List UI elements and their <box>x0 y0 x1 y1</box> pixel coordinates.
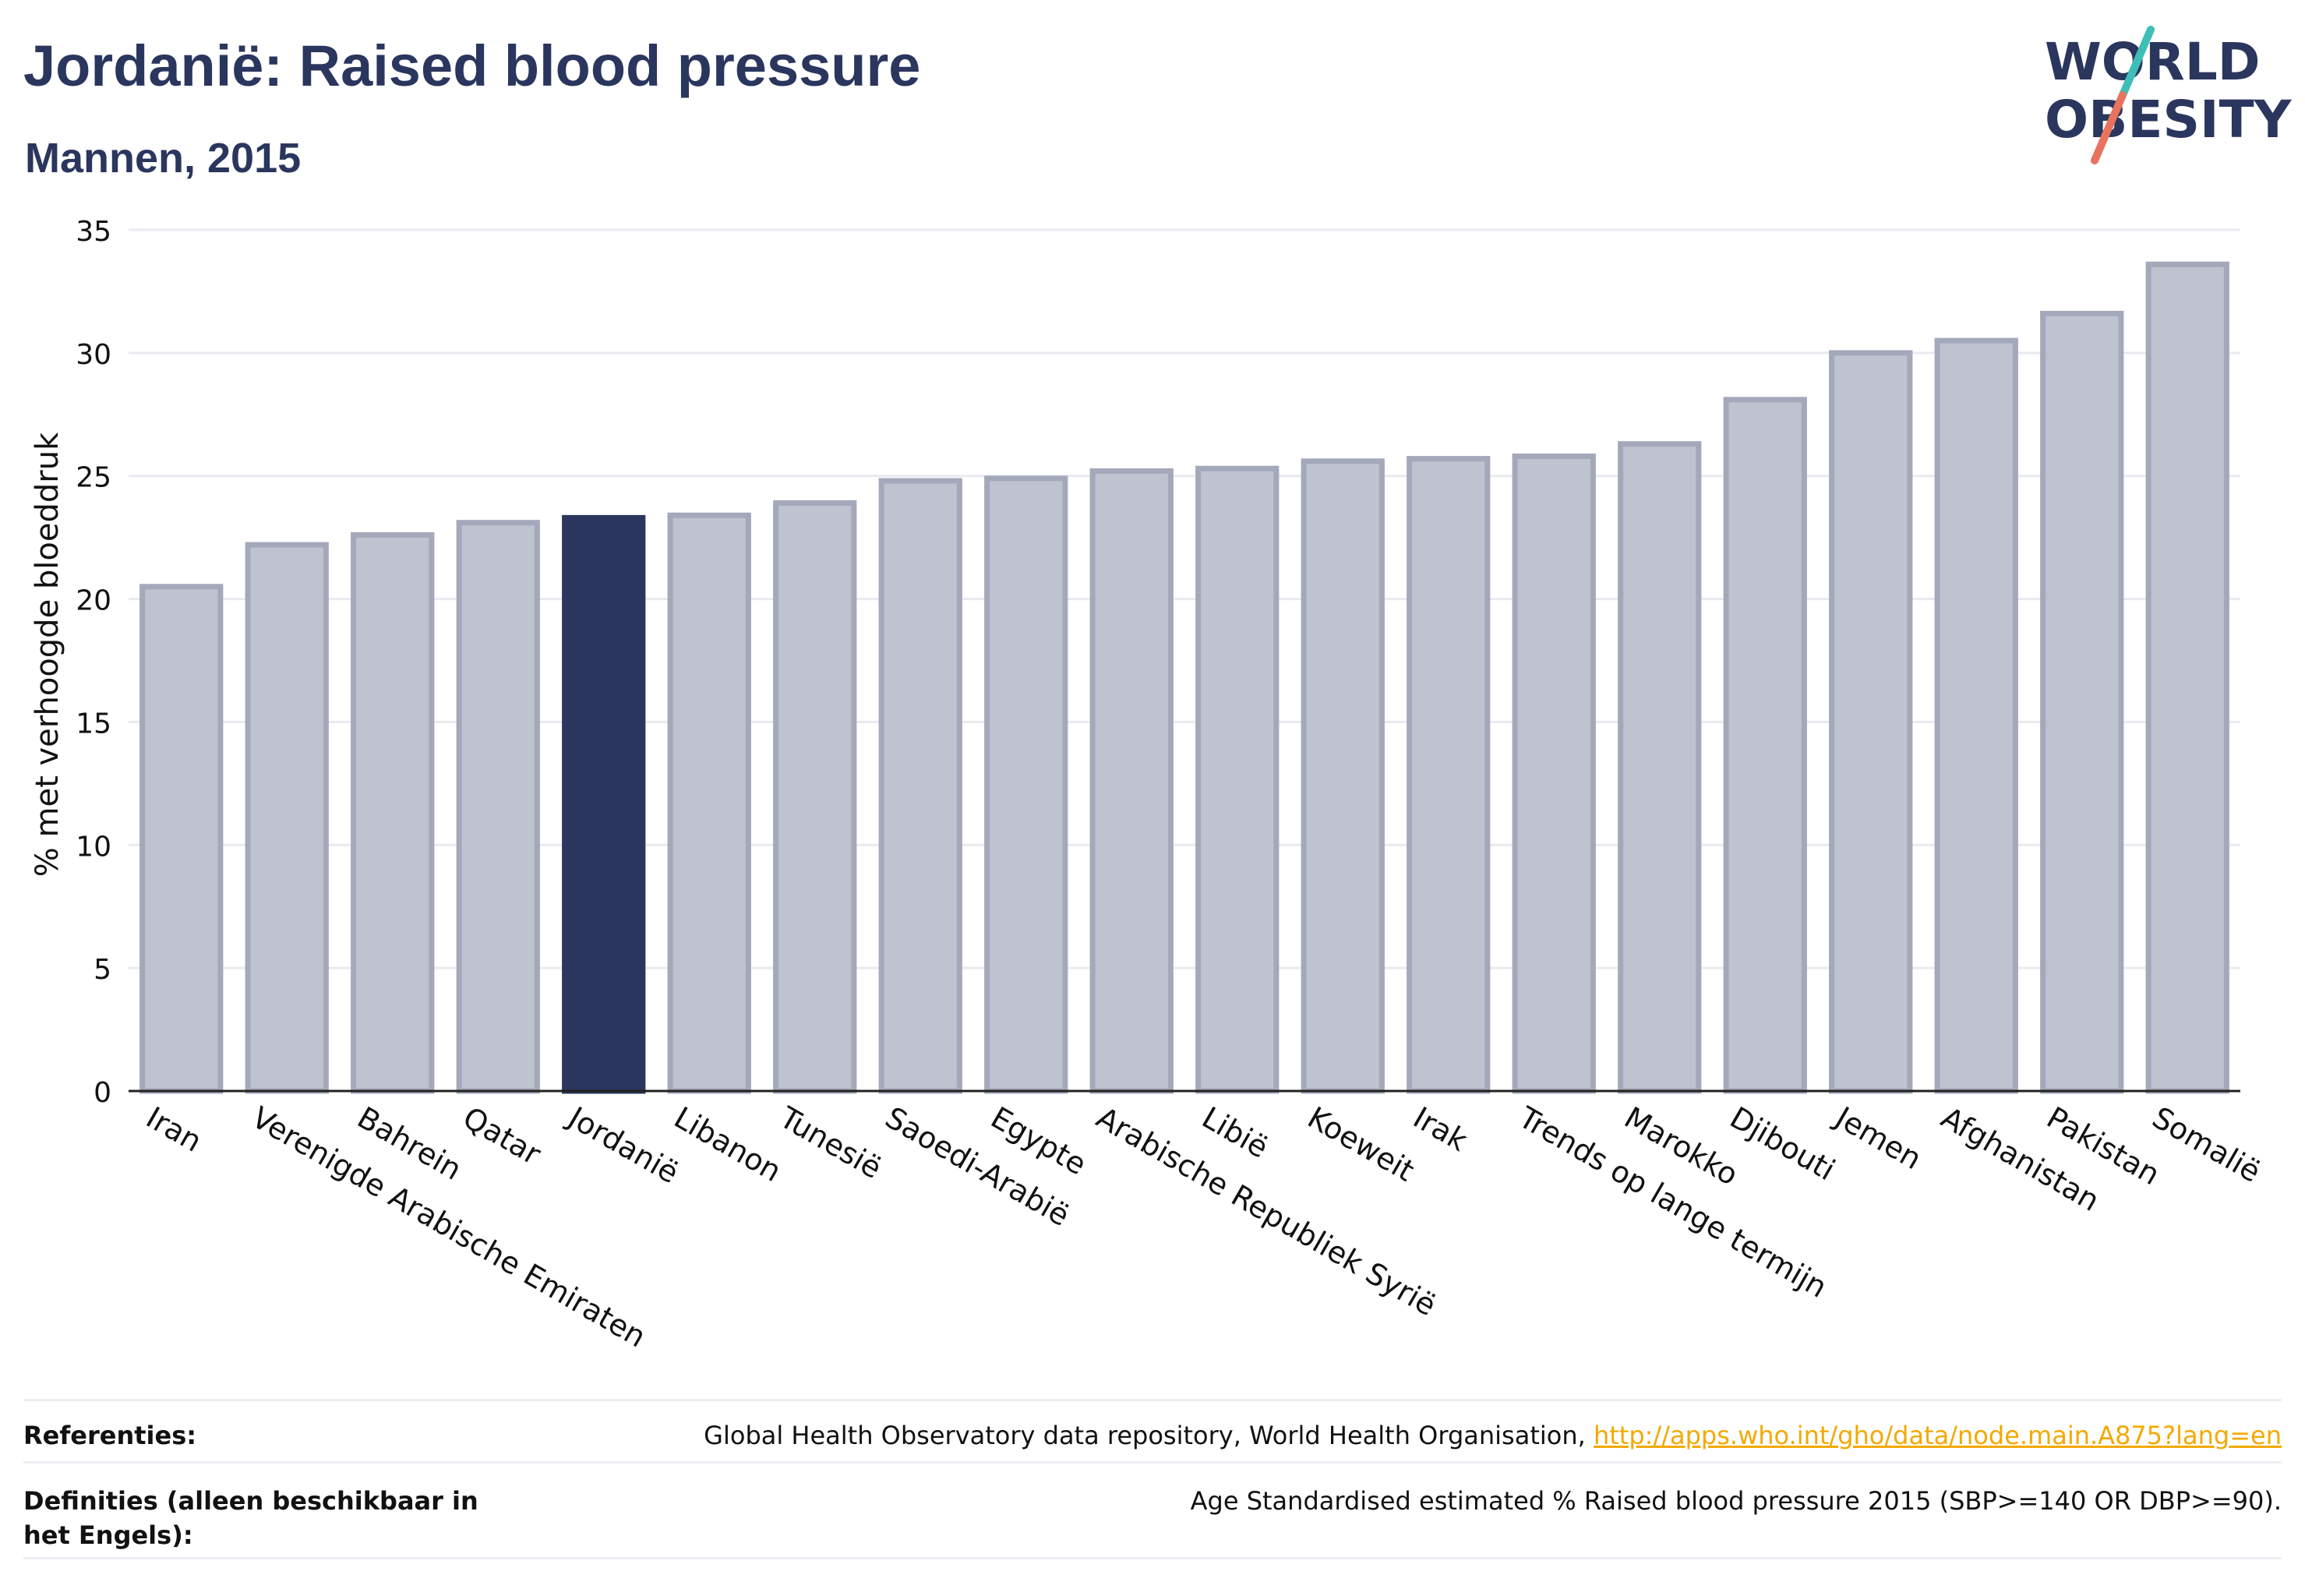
bar-saoedi-arabi- <box>878 478 962 1094</box>
bar-afghanistan <box>1934 337 2018 1094</box>
x-tick-labels: Iran Verenigde Arabische EmiratenBahreinQ… <box>140 1100 2266 1354</box>
bar-irak <box>1407 456 1491 1094</box>
x-tick-label: Irak <box>1407 1100 1473 1158</box>
x-tick-label: Tunesië <box>773 1100 887 1185</box>
y-tick-labels: 0 5 10 15 20 25 30 35 <box>76 216 111 1109</box>
references-link[interactable]: http://apps.who.int/gho/data/node.main.A… <box>1593 1421 2282 1450</box>
chart-title: Jordanië: Raised blood pressure <box>23 34 921 98</box>
x-tick-label: Djibouti <box>1724 1100 1841 1188</box>
y-tick-label: 10 <box>76 831 111 863</box>
bar-marokko <box>1618 441 1702 1094</box>
logo-slash-teal <box>2119 26 2155 99</box>
references-label: Referenties: <box>23 1421 197 1450</box>
logo-slash-coral <box>2091 91 2127 164</box>
bar-koeweit <box>1301 458 1385 1094</box>
bar-trends-op-lange-termijn <box>1512 453 1596 1094</box>
bar-somali- <box>2145 261 2229 1094</box>
bar-verenigde-arabische-emiraten <box>245 542 329 1094</box>
x-tick-label: Jemen <box>1829 1100 1928 1177</box>
x-tick-label: Libië <box>1196 1100 1274 1165</box>
bar-arabische-republiek-syri- <box>1089 468 1174 1094</box>
references-value: Global Health Observatory data repositor… <box>704 1418 2282 1453</box>
logo-line-world: WORLD <box>2045 32 2261 92</box>
bar-libanon <box>667 512 751 1094</box>
y-tick-label: 20 <box>76 585 111 617</box>
y-axis-label: % met verhoogde bloeddruk <box>30 432 65 877</box>
x-tick-label: Libanon <box>669 1100 787 1188</box>
y-tick-label: 0 <box>94 1077 111 1109</box>
x-tick-label: Somalië <box>2147 1100 2267 1189</box>
y-tick-label: 30 <box>76 339 111 371</box>
bar-pakistan <box>2040 310 2124 1094</box>
x-tick-label: Qatar <box>457 1100 547 1172</box>
definitions-value: Age Standardised estimated % Raised bloo… <box>1190 1486 2282 1516</box>
y-tick-label: 25 <box>76 462 111 494</box>
bar-djibouti <box>1723 397 1807 1094</box>
y-tick-label: 35 <box>76 216 111 248</box>
bar-tunesi- <box>773 500 857 1094</box>
world-obesity-logo: WORLD OBESITY <box>2045 26 2293 164</box>
bar-bahrein <box>351 531 435 1094</box>
bar-iran <box>139 584 224 1094</box>
x-tick-label: Koeweit <box>1302 1100 1421 1188</box>
grid-lines <box>129 228 2240 969</box>
x-tick-label: Saoedi-Arabië <box>880 1100 1075 1233</box>
references-text: Global Health Observatory data repositor… <box>704 1421 1594 1450</box>
references-row: Referenties: Global Health Observatory d… <box>23 1399 2282 1461</box>
bar-qatar <box>456 520 540 1094</box>
logo-line-obesity: OBESITY <box>2045 90 2293 150</box>
y-tick-label: 15 <box>76 708 111 740</box>
definitions-row: Definities (alleen beschikbaar in het En… <box>23 1461 2282 1559</box>
bar-chart: 0 5 10 15 20 25 30 35 Iran Verenigde Arabische E… <box>30 216 2267 1354</box>
x-tick-label: Jordanië <box>562 1100 685 1191</box>
chart-subtitle: Mannen, 2015 <box>25 135 302 182</box>
bar-jemen <box>1829 350 1913 1094</box>
bars <box>139 261 2229 1094</box>
y-tick-label: 5 <box>94 954 111 986</box>
footer-table: Referenties: Global Health Observatory d… <box>23 1399 2282 1559</box>
bar-egypte <box>984 475 1068 1094</box>
definitions-label: Definities (alleen beschikbaar in het En… <box>23 1486 478 1550</box>
bar-libi- <box>1195 465 1280 1094</box>
x-tick-label: Iran <box>140 1100 207 1159</box>
bar-jordani- <box>562 514 646 1094</box>
